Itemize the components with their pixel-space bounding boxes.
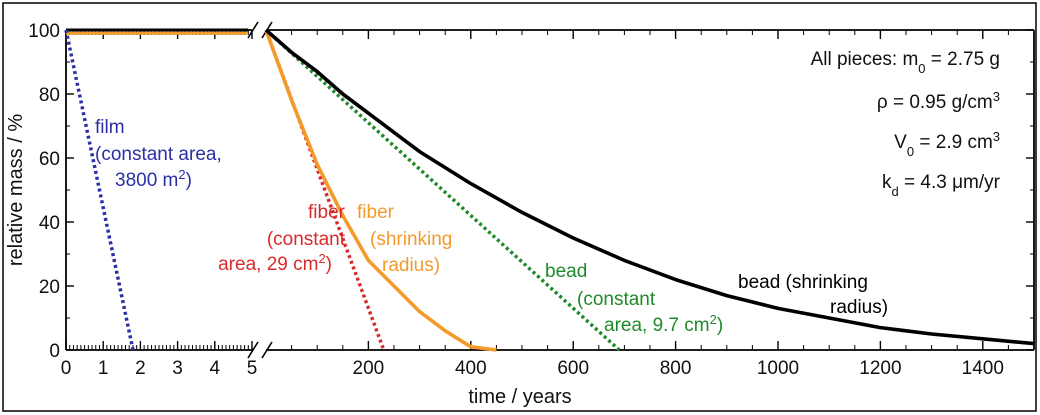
series-label-bead-constant: area, 9.7 cm2) [604,312,723,337]
x-axis-title: time / years [468,386,571,408]
series-line-bead-constant [264,28,621,352]
series-label-fiber-shrinking: fiber [357,202,395,223]
x-tick-label-seg1: 200 [353,358,385,379]
y-tick-label: 60 [39,149,60,170]
x-tick-label-seg1: 400 [455,358,487,379]
series-line-fiber-shrinking [264,29,497,352]
x-tick-label-seg0: 2 [135,358,146,379]
series-label-closing: ) [717,315,723,336]
x-tick-label-seg0: 5 [247,358,258,379]
series-label-fiber-shrinking: (shrinking [370,229,452,250]
parameter-value: = 2.75 g [926,49,1000,70]
parameter-subscript: 0 [907,144,914,159]
series-label-bead-shrinking: radius) [830,297,888,318]
y-tick-label: 20 [39,277,60,298]
series-line-film [64,29,135,351]
parameter-subscript: 0 [918,61,925,76]
axis-break-mark [247,341,259,359]
series-label-bead-shrinking: bead (shrinking [738,272,868,293]
x-tick-label-seg1: 800 [660,358,692,379]
series-label-bead-constant: bead [545,261,587,282]
x-tick-label-seg0: 0 [61,358,72,379]
series-label-film: film [95,117,125,138]
y-tick-label: 100 [28,21,60,42]
parameter-annotation: kd = 4.3 μm/yr [882,172,1001,199]
parameter-value: = 4.3 μm/yr [899,172,1001,193]
series-label-fiber-constant: area, 29 cm2) [218,251,332,276]
series-line-bead-shrinking [264,28,1035,346]
x-tick-label-seg1: 1200 [859,358,901,379]
y-tick-label: 40 [39,213,60,234]
series-label-superscript: 2 [178,167,185,182]
y-tick-label: 0 [49,341,60,362]
axis-break-mark [261,341,273,359]
series-label-fiber-constant: (constant [267,229,346,250]
y-tick-label: 80 [39,85,60,106]
x-tick-label-seg1: 1000 [757,358,799,379]
series-label-bead-constant: (constant [577,289,656,310]
axis-break-mark [247,21,259,39]
parameter-value: = 2.9 cm [914,132,993,153]
x-tick-label-seg0: 3 [172,358,183,379]
series-label-fiber-constant: fiber [308,202,346,223]
parameter-superscript: 3 [993,129,1000,144]
parameter-subscript: d [892,184,899,199]
x-tick-label-seg1: 1400 [962,358,1004,379]
y-axis-title: relative mass / % [5,114,27,266]
x-tick-label-seg0: 4 [210,358,221,379]
x-tick-label-seg0: 1 [98,358,109,379]
parameter-superscript: 3 [993,89,1000,104]
series-label-film: (constant area, [95,144,222,165]
series-label-superscript: 2 [318,251,325,266]
series-label-closing: ) [326,254,332,275]
series-label-film: 3800 m2) [115,167,192,192]
parameter-annotation: ρ = 0.95 g/cm3 [877,89,1000,114]
parameter-annotation: V0 = 2.9 cm3 [894,129,1000,159]
series-label-closing: ) [186,170,192,191]
x-tick-label-seg1: 600 [557,358,589,379]
parameter-annotation: All pieces: m0 = 2.75 g [811,49,1000,76]
series-label-fiber-shrinking: radius) [382,255,440,276]
series-label-superscript: 2 [710,312,717,327]
